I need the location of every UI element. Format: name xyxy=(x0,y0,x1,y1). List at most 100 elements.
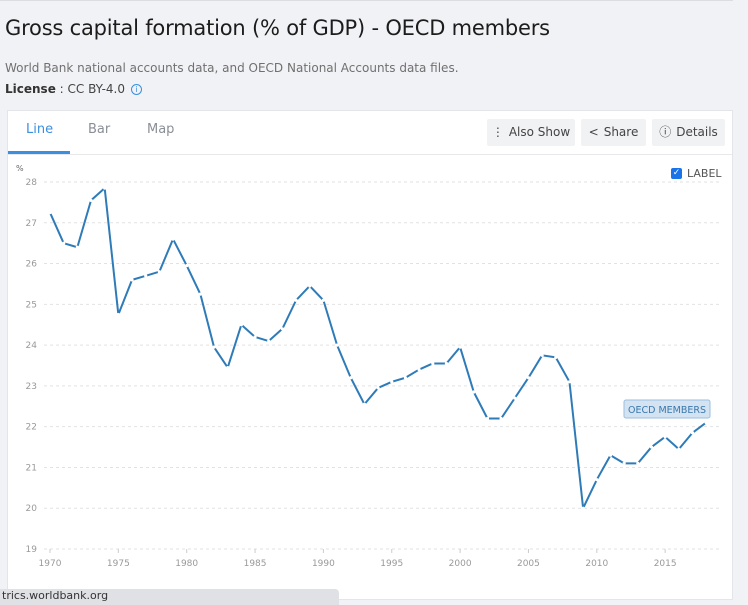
data-point xyxy=(622,461,626,465)
data-point xyxy=(239,323,243,327)
series-line xyxy=(49,187,707,510)
data-point xyxy=(226,365,230,370)
data-point xyxy=(62,241,66,245)
data-point xyxy=(130,278,134,282)
data-point xyxy=(403,376,408,380)
license-label: License xyxy=(5,82,56,96)
y-tick-label: 22 xyxy=(26,423,37,433)
data-point xyxy=(458,345,462,349)
chart-tabs: Line Bar Map ⋮ Also Show < Share ⓘ Details xyxy=(8,111,732,155)
tab-line[interactable]: Line xyxy=(26,122,54,137)
data-point xyxy=(267,339,271,343)
data-point xyxy=(567,380,572,384)
series-label-box xyxy=(623,399,711,419)
data-point xyxy=(704,420,708,425)
data-point xyxy=(321,298,325,302)
share-icon: < xyxy=(588,125,599,139)
data-point xyxy=(595,478,599,482)
data-point xyxy=(485,416,490,421)
y-tick-label: 24 xyxy=(26,341,38,351)
share-button[interactable]: < Share xyxy=(581,119,646,146)
data-point xyxy=(198,292,202,296)
data-point xyxy=(349,376,353,380)
data-point xyxy=(157,270,161,274)
data-point xyxy=(526,376,531,380)
more-vertical-icon: ⋮ xyxy=(491,125,504,139)
data-point xyxy=(376,386,380,390)
status-bar: trics.worldbank.org xyxy=(0,589,339,605)
series-label: OECD MEMBERS xyxy=(628,405,706,416)
x-tick-label: 2000 xyxy=(449,559,472,569)
chart-card: Line Bar Map ⋮ Also Show < Share ⓘ Details … xyxy=(7,110,733,600)
y-tick-label: 25 xyxy=(26,300,37,310)
data-point xyxy=(444,361,449,366)
data-point xyxy=(48,210,52,215)
data-point xyxy=(116,312,120,317)
x-tick-label: 1980 xyxy=(175,559,198,569)
data-point xyxy=(472,390,476,394)
data-point xyxy=(294,298,298,302)
y-axis-unit: % xyxy=(16,164,24,173)
data-point xyxy=(280,327,284,331)
details-label: Details xyxy=(676,125,718,139)
data-point xyxy=(212,345,216,349)
data-point xyxy=(636,461,640,465)
label-toggle[interactable]: ✓ LABEL xyxy=(671,167,722,180)
data-point xyxy=(417,367,421,372)
data-point xyxy=(649,445,654,449)
x-tick-label: 2010 xyxy=(585,559,608,569)
data-point xyxy=(690,431,695,435)
data-point xyxy=(677,447,681,451)
label-toggle-text: LABEL xyxy=(687,167,722,180)
data-point xyxy=(431,361,435,366)
tab-map[interactable]: Map xyxy=(147,122,175,137)
data-point xyxy=(581,506,585,510)
y-tick-label: 28 xyxy=(26,178,38,188)
y-tick-label: 27 xyxy=(26,219,37,229)
page-margin xyxy=(733,0,748,600)
checkbox-checked-icon[interactable]: ✓ xyxy=(671,168,682,179)
active-tab-indicator xyxy=(8,151,70,154)
data-point xyxy=(499,416,503,421)
data-point xyxy=(144,274,148,278)
data-point xyxy=(540,353,544,357)
x-tick-label: 1990 xyxy=(312,559,335,569)
x-tick-label: 1975 xyxy=(107,559,130,569)
source-text: World Bank national accounts data, and O… xyxy=(5,61,459,75)
data-point xyxy=(513,396,517,400)
share-label: Share xyxy=(603,125,639,139)
data-point xyxy=(390,380,394,384)
info-circle-icon[interactable]: i xyxy=(130,84,142,95)
license: License : CC BY-4.0 i xyxy=(5,82,142,96)
data-point xyxy=(171,237,175,241)
data-point xyxy=(335,343,339,347)
data-point xyxy=(253,335,257,339)
y-tick-label: 23 xyxy=(26,382,37,392)
y-tick-label: 19 xyxy=(26,545,38,555)
info-circle-icon: ⓘ xyxy=(659,125,672,139)
data-point xyxy=(185,263,189,268)
x-tick-label: 2005 xyxy=(517,559,540,569)
y-tick-label: 20 xyxy=(26,504,38,514)
also-show-button[interactable]: ⋮ Also Show xyxy=(487,119,575,146)
x-tick-label: 1985 xyxy=(244,559,267,569)
data-point xyxy=(362,402,367,406)
also-show-label: Also Show xyxy=(508,125,571,139)
data-point xyxy=(608,453,613,457)
x-tick-label: 2015 xyxy=(654,559,677,569)
details-button[interactable]: ⓘ Details xyxy=(652,119,725,146)
data-point xyxy=(554,355,558,359)
y-tick-label: 21 xyxy=(26,463,37,473)
data-point xyxy=(663,435,667,439)
data-point xyxy=(103,186,107,190)
x-tick-label: 1970 xyxy=(39,559,62,569)
y-tick-label: 26 xyxy=(26,260,38,270)
tab-bar[interactable]: Bar xyxy=(88,122,111,137)
data-point xyxy=(308,284,312,288)
page-title: Gross capital formation (% of GDP) - OEC… xyxy=(5,16,550,40)
x-tick-label: 1995 xyxy=(380,559,403,569)
data-point xyxy=(89,198,93,202)
license-value: : CC BY-4.0 xyxy=(55,82,125,96)
data-point xyxy=(75,245,79,249)
